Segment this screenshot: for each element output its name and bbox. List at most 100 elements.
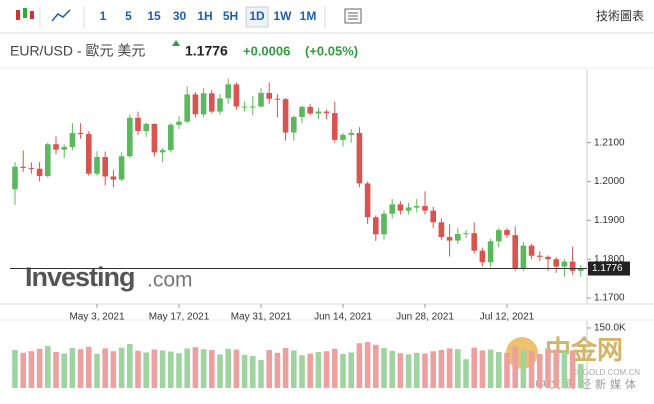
y-tick-label: 1.2000 <box>594 176 625 187</box>
volume-bar <box>315 352 322 388</box>
candle-body <box>225 84 231 99</box>
volume-bar <box>373 344 379 388</box>
volume-bar <box>463 359 469 388</box>
interval-button[interactable]: 15 <box>147 9 161 23</box>
candle-body <box>36 168 43 177</box>
interval-button[interactable]: 1W <box>274 9 293 23</box>
candle-body <box>479 250 486 263</box>
candle-body <box>455 233 461 241</box>
candle-body <box>569 261 576 271</box>
candle-body <box>545 256 551 260</box>
volume-bar <box>250 356 256 388</box>
candle-body <box>217 98 223 112</box>
volume-bar <box>455 349 461 388</box>
volume-bar <box>356 343 363 388</box>
volume-bar <box>553 349 559 388</box>
brand-watermark-suffix: .com <box>147 269 193 292</box>
candle-body <box>77 132 84 135</box>
y-tick-label: 1.2100 <box>594 137 625 148</box>
volume-bar <box>545 348 551 388</box>
candle-body <box>504 230 510 236</box>
candle-body <box>20 166 26 168</box>
candle-body <box>168 124 174 151</box>
candle-body <box>299 106 305 118</box>
volume-bar <box>118 347 125 388</box>
candle-body <box>143 124 149 131</box>
candle-body <box>184 94 190 122</box>
candle-body <box>282 99 289 133</box>
candle-body <box>127 117 133 157</box>
interval-button[interactable]: 30 <box>173 9 187 23</box>
volume-bar <box>61 353 67 388</box>
volume-bar <box>209 350 215 388</box>
volume-bar <box>184 348 190 388</box>
volume-bar <box>159 350 166 388</box>
candle-body <box>463 233 469 235</box>
volume-bar <box>528 350 535 388</box>
volume-bar <box>291 350 297 388</box>
volume-bar <box>77 349 84 388</box>
volume-bar <box>512 346 518 388</box>
candle-body <box>69 132 76 147</box>
candle-body <box>176 121 182 125</box>
candle-body <box>520 245 527 269</box>
interval-button[interactable]: 1 <box>100 9 107 23</box>
y-tick-label: 1.1700 <box>594 293 625 304</box>
candle-body <box>192 94 199 115</box>
interval-button[interactable]: 1H <box>197 9 212 23</box>
volume-bar <box>192 347 199 388</box>
volume-bar <box>102 348 108 388</box>
candle-body <box>496 230 502 242</box>
volume-bar <box>282 348 289 388</box>
x-tick-label: May 31, 2021 <box>231 312 292 323</box>
candle-body <box>422 205 428 211</box>
volume-bar <box>340 354 346 388</box>
candle-body <box>373 217 379 235</box>
volume-bar <box>307 353 313 388</box>
volume-bar <box>12 350 18 388</box>
volume-bar <box>397 353 404 388</box>
volume-bar <box>414 352 420 388</box>
interval-button[interactable]: 1M <box>300 9 317 23</box>
volume-bar <box>241 354 248 388</box>
candle-body <box>553 259 559 267</box>
candle-body <box>528 245 535 256</box>
candle-body <box>266 92 272 99</box>
volume-bar <box>266 350 272 388</box>
candle-body <box>94 157 100 174</box>
brand-watermark: Investing <box>25 262 135 292</box>
candle-body <box>381 213 387 235</box>
candle-body <box>250 106 256 108</box>
candle-body <box>159 150 166 153</box>
line-icon[interactable] <box>51 9 71 22</box>
candle-body <box>340 134 346 140</box>
volume-bar <box>176 353 182 388</box>
candle-body <box>323 111 330 114</box>
volume-bar <box>233 349 240 388</box>
interval-selected <box>245 6 269 28</box>
candle-body <box>86 134 92 174</box>
volume-bar <box>127 344 133 388</box>
volume-bar <box>578 364 584 388</box>
candle-body <box>209 93 215 112</box>
last-price-tag <box>588 261 630 276</box>
volume-bar <box>36 348 43 388</box>
candle-icon[interactable] <box>16 8 34 20</box>
candle-body <box>389 204 395 214</box>
volume-bar <box>225 348 231 388</box>
candle-body <box>397 204 404 211</box>
up-arrow <box>172 40 180 46</box>
interval-button[interactable]: 5 <box>125 9 132 23</box>
volume-bar <box>561 352 568 388</box>
candle-body <box>348 132 354 135</box>
interval-button[interactable]: 1D <box>249 9 265 23</box>
candle-body <box>446 237 453 241</box>
candle-body <box>53 144 59 150</box>
table-icon[interactable] <box>344 8 362 24</box>
candle-body <box>356 132 363 184</box>
candle-body <box>561 261 568 267</box>
interval-button[interactable]: 5H <box>223 9 238 23</box>
tech-chart-link[interactable]: 技術圖表 <box>596 9 644 23</box>
volume-bar <box>69 348 76 388</box>
